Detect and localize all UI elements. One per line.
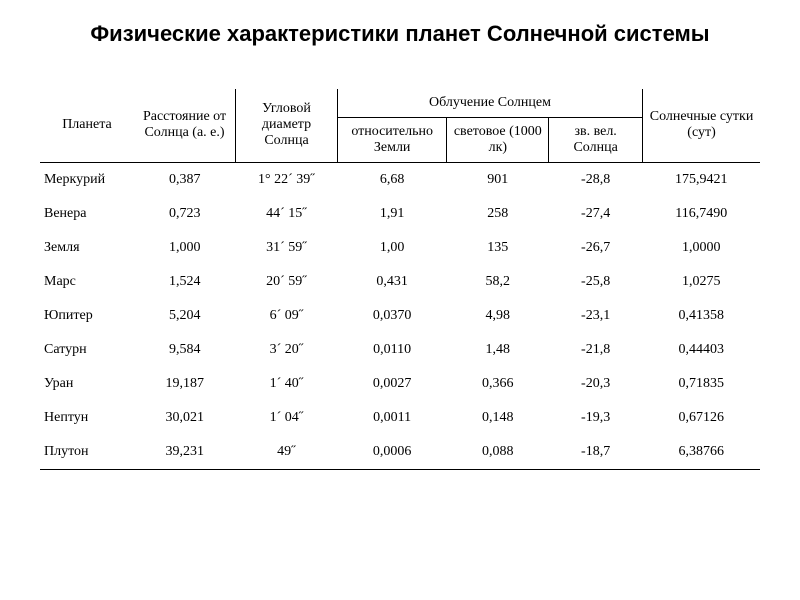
cell-lux: 58,2 — [447, 265, 549, 299]
cell-rel: 6,68 — [337, 162, 447, 197]
table-row: Земля1,00031´ 59˝1,00135-26,71,0000 — [40, 231, 760, 265]
cell-rel: 0,0027 — [337, 367, 447, 401]
cell-day: 0,44403 — [643, 333, 760, 367]
cell-rel: 0,0006 — [337, 435, 447, 470]
cell-angdia: 49˝ — [236, 435, 338, 470]
cell-planet: Сатурн — [40, 333, 134, 367]
cell-day: 6,38766 — [643, 435, 760, 470]
cell-rel: 0,0011 — [337, 401, 447, 435]
table-row: Меркурий0,3871° 22´ 39˝6,68901-28,8175,9… — [40, 162, 760, 197]
cell-day: 1,0000 — [643, 231, 760, 265]
cell-angdia: 3´ 20˝ — [236, 333, 338, 367]
cell-distance: 1,000 — [134, 231, 236, 265]
cell-rel: 1,91 — [337, 197, 447, 231]
table-row: Уран19,1871´ 40˝0,00270,366-20,30,71835 — [40, 367, 760, 401]
col-irradiance-relative: относительно Земли — [337, 117, 447, 162]
cell-lux: 135 — [447, 231, 549, 265]
cell-mag: -25,8 — [549, 265, 643, 299]
cell-planet: Марс — [40, 265, 134, 299]
page: Физические характеристики планет Солнечн… — [0, 0, 800, 470]
table-row: Юпитер5,2046´ 09˝0,03704,98-23,10,41358 — [40, 299, 760, 333]
cell-angdia: 44´ 15˝ — [236, 197, 338, 231]
cell-mag: -20,3 — [549, 367, 643, 401]
cell-day: 116,7490 — [643, 197, 760, 231]
cell-day: 0,71835 — [643, 367, 760, 401]
cell-planet: Земля — [40, 231, 134, 265]
planets-table: Планета Расстояние от Солнца (а. е.) Угл… — [40, 89, 760, 470]
cell-distance: 30,021 — [134, 401, 236, 435]
cell-planet: Уран — [40, 367, 134, 401]
cell-distance: 39,231 — [134, 435, 236, 470]
cell-rel: 0,431 — [337, 265, 447, 299]
table-header: Планета Расстояние от Солнца (а. е.) Угл… — [40, 89, 760, 163]
cell-angdia: 1° 22´ 39˝ — [236, 162, 338, 197]
cell-lux: 901 — [447, 162, 549, 197]
col-planet: Планета — [40, 89, 134, 163]
table-row: Марс1,52420´ 59˝0,43158,2-25,81,0275 — [40, 265, 760, 299]
cell-distance: 5,204 — [134, 299, 236, 333]
cell-distance: 1,524 — [134, 265, 236, 299]
cell-day: 175,9421 — [643, 162, 760, 197]
cell-mag: -23,1 — [549, 299, 643, 333]
cell-mag: -21,8 — [549, 333, 643, 367]
cell-planet: Юпитер — [40, 299, 134, 333]
page-title: Физические характеристики планет Солнечн… — [40, 20, 760, 49]
cell-angdia: 31´ 59˝ — [236, 231, 338, 265]
col-irradiance-lux: световое (1000 лк) — [447, 117, 549, 162]
table-row: Венера0,72344´ 15˝1,91258-27,4116,7490 — [40, 197, 760, 231]
cell-lux: 0,366 — [447, 367, 549, 401]
cell-rel: 1,00 — [337, 231, 447, 265]
cell-lux: 4,98 — [447, 299, 549, 333]
cell-mag: -28,8 — [549, 162, 643, 197]
table-row: Сатурн9,5843´ 20˝0,01101,48-21,80,44403 — [40, 333, 760, 367]
cell-mag: -19,3 — [549, 401, 643, 435]
cell-rel: 0,0110 — [337, 333, 447, 367]
cell-distance: 9,584 — [134, 333, 236, 367]
cell-mag: -27,4 — [549, 197, 643, 231]
cell-planet: Меркурий — [40, 162, 134, 197]
cell-angdia: 1´ 40˝ — [236, 367, 338, 401]
cell-angdia: 6´ 09˝ — [236, 299, 338, 333]
cell-lux: 1,48 — [447, 333, 549, 367]
cell-day: 1,0275 — [643, 265, 760, 299]
cell-distance: 0,387 — [134, 162, 236, 197]
col-solar-day: Солнечные сутки (сут) — [643, 89, 760, 163]
cell-angdia: 1´ 04˝ — [236, 401, 338, 435]
cell-distance: 0,723 — [134, 197, 236, 231]
cell-angdia: 20´ 59˝ — [236, 265, 338, 299]
cell-lux: 258 — [447, 197, 549, 231]
cell-day: 0,41358 — [643, 299, 760, 333]
cell-lux: 0,148 — [447, 401, 549, 435]
table-row: Плутон39,23149˝0,00060,088-18,76,38766 — [40, 435, 760, 470]
cell-distance: 19,187 — [134, 367, 236, 401]
table-body: Меркурий0,3871° 22´ 39˝6,68901-28,8175,9… — [40, 162, 760, 469]
cell-planet: Нептун — [40, 401, 134, 435]
col-distance: Расстояние от Солнца (а. е.) — [134, 89, 236, 163]
cell-day: 0,67126 — [643, 401, 760, 435]
cell-planet: Плутон — [40, 435, 134, 470]
cell-mag: -26,7 — [549, 231, 643, 265]
col-irradiance-mag: зв. вел. Солнца — [549, 117, 643, 162]
cell-rel: 0,0370 — [337, 299, 447, 333]
cell-lux: 0,088 — [447, 435, 549, 470]
cell-planet: Венера — [40, 197, 134, 231]
col-angular-diameter: Угловой диаметр Солнца — [236, 89, 338, 163]
col-irradiance-group: Облучение Солнцем — [337, 89, 642, 118]
table-row: Нептун30,0211´ 04˝0,00110,148-19,30,6712… — [40, 401, 760, 435]
cell-mag: -18,7 — [549, 435, 643, 470]
